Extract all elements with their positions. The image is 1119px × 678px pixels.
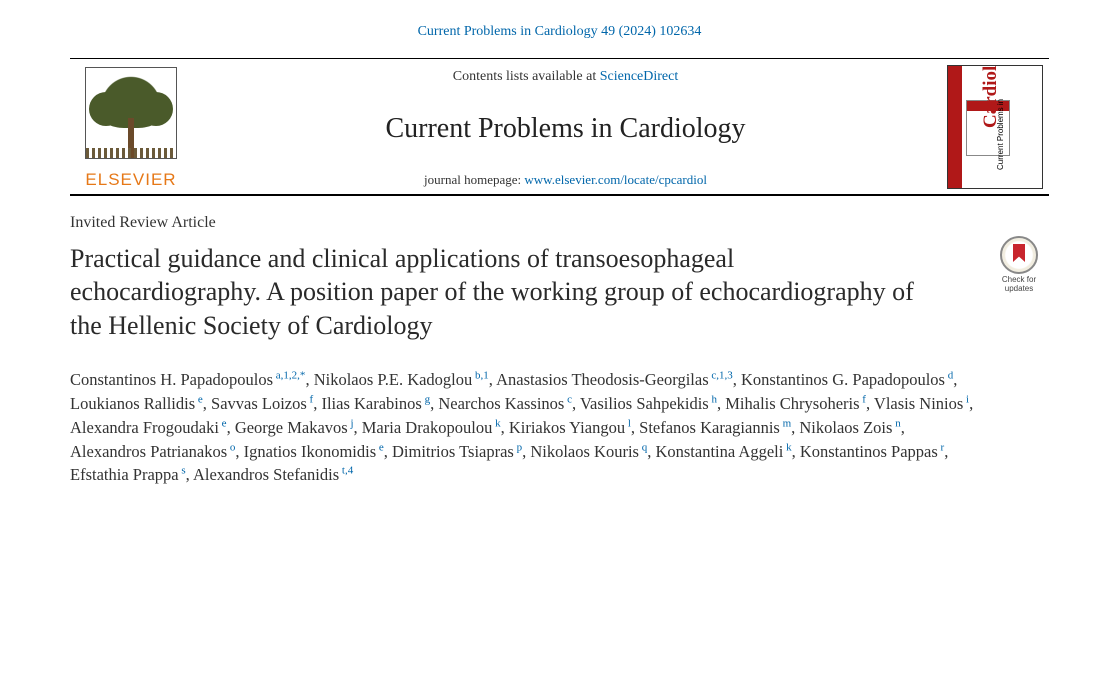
publisher-block: ELSEVIER <box>70 59 192 194</box>
journal-cover-thumbnail[interactable]: Current Problems in Cardiology <box>947 65 1043 189</box>
author-affiliation: a,1,2,* <box>273 369 305 381</box>
author: Nearchos Kassinos c <box>438 394 572 413</box>
author-affiliation: e <box>376 441 384 453</box>
author: Nikolaos Zois n <box>799 418 900 437</box>
author: Nikolaos Kouris q <box>530 442 647 461</box>
author: Konstantinos Pappas r <box>800 442 944 461</box>
author: Ilias Karabinos g <box>321 394 430 413</box>
author: Kiriakos Yiangou l <box>509 418 631 437</box>
author: Efstathia Prappa s <box>70 465 186 484</box>
author: Alexandros Patrianakos o <box>70 442 235 461</box>
contents-line: Contents lists available at ScienceDirec… <box>212 69 919 85</box>
author-affiliation: k <box>492 417 500 429</box>
author: Dimitrios Tsiapras p <box>392 442 522 461</box>
publisher-name: ELSEVIER <box>85 170 176 190</box>
page-container: Current Problems in Cardiology 49 (2024)… <box>0 0 1119 487</box>
sciencedirect-link[interactable]: ScienceDirect <box>600 69 679 84</box>
author-affiliation: t,4 <box>339 465 353 477</box>
author-affiliation: e <box>219 417 227 429</box>
author-affiliation: h <box>709 393 717 405</box>
authors-list: Constantinos H. Papadopoulos a,1,2,*, Ni… <box>70 368 980 488</box>
author: Constantinos H. Papadopoulos a,1,2,* <box>70 370 305 389</box>
elsevier-tree-icon <box>85 67 177 159</box>
author: Mihalis Chrysoheris f <box>725 394 866 413</box>
author: Savvas Loizos f <box>211 394 313 413</box>
author-affiliation: n <box>892 417 900 429</box>
author: Stefanos Karagiannis m <box>639 418 791 437</box>
homepage-line: journal homepage: www.elsevier.com/locat… <box>212 172 919 188</box>
author: Vasilios Sahpekidis h <box>580 394 717 413</box>
journal-name: Current Problems in Cardiology <box>212 113 919 145</box>
article-title: Practical guidance and clinical applicat… <box>70 242 920 342</box>
check-updates-label: Check for updates <box>993 276 1045 294</box>
crossmark-icon <box>1000 236 1038 274</box>
header-center: Contents lists available at ScienceDirec… <box>192 59 939 194</box>
author-affiliation: e <box>195 393 203 405</box>
homepage-link[interactable]: www.elsevier.com/locate/cpcardiol <box>524 172 707 187</box>
author: Maria Drakopoulou k <box>362 418 501 437</box>
author: Vlasis Ninios i <box>874 394 969 413</box>
author-affiliation: q <box>639 441 647 453</box>
author-affiliation: k <box>783 441 791 453</box>
homepage-prefix: journal homepage: <box>424 172 524 187</box>
author-affiliation: c,1,3 <box>709 369 733 381</box>
author-affiliation: m <box>780 417 791 429</box>
author: Alexandra Frogoudaki e <box>70 418 227 437</box>
author: Nikolaos P.E. Kadoglou b,1 <box>314 370 489 389</box>
journal-cover-container: Current Problems in Cardiology <box>939 59 1049 194</box>
author: Ignatios Ikonomidis e <box>244 442 384 461</box>
journal-header: ELSEVIER Contents lists available at Sci… <box>70 58 1049 196</box>
author: Anastasios Theodosis-Georgilas c,1,3 <box>496 370 733 389</box>
cover-subtitle: Current Problems in <box>996 156 1005 170</box>
author-affiliation: d <box>945 369 953 381</box>
contents-prefix: Contents lists available at <box>453 69 600 84</box>
author: Alexandros Stefanidis t,4 <box>193 465 353 484</box>
author-affiliation: g <box>422 393 430 405</box>
author: Konstantina Aggeli k <box>655 442 791 461</box>
journal-reference[interactable]: Current Problems in Cardiology 49 (2024)… <box>70 24 1049 40</box>
article-type: Invited Review Article <box>70 214 1049 232</box>
author: George Makavos j <box>235 418 354 437</box>
author: Loukianos Rallidis e <box>70 394 203 413</box>
author-affiliation: b,1 <box>472 369 489 381</box>
author: Konstantinos G. Papadopoulos d <box>741 370 953 389</box>
author-affiliation: s <box>179 465 186 477</box>
author-affiliation: c <box>564 393 572 405</box>
cover-title: Cardiology <box>980 104 1002 128</box>
author-affiliation: p <box>514 441 522 453</box>
check-updates-button[interactable]: Check for updates <box>993 236 1045 294</box>
